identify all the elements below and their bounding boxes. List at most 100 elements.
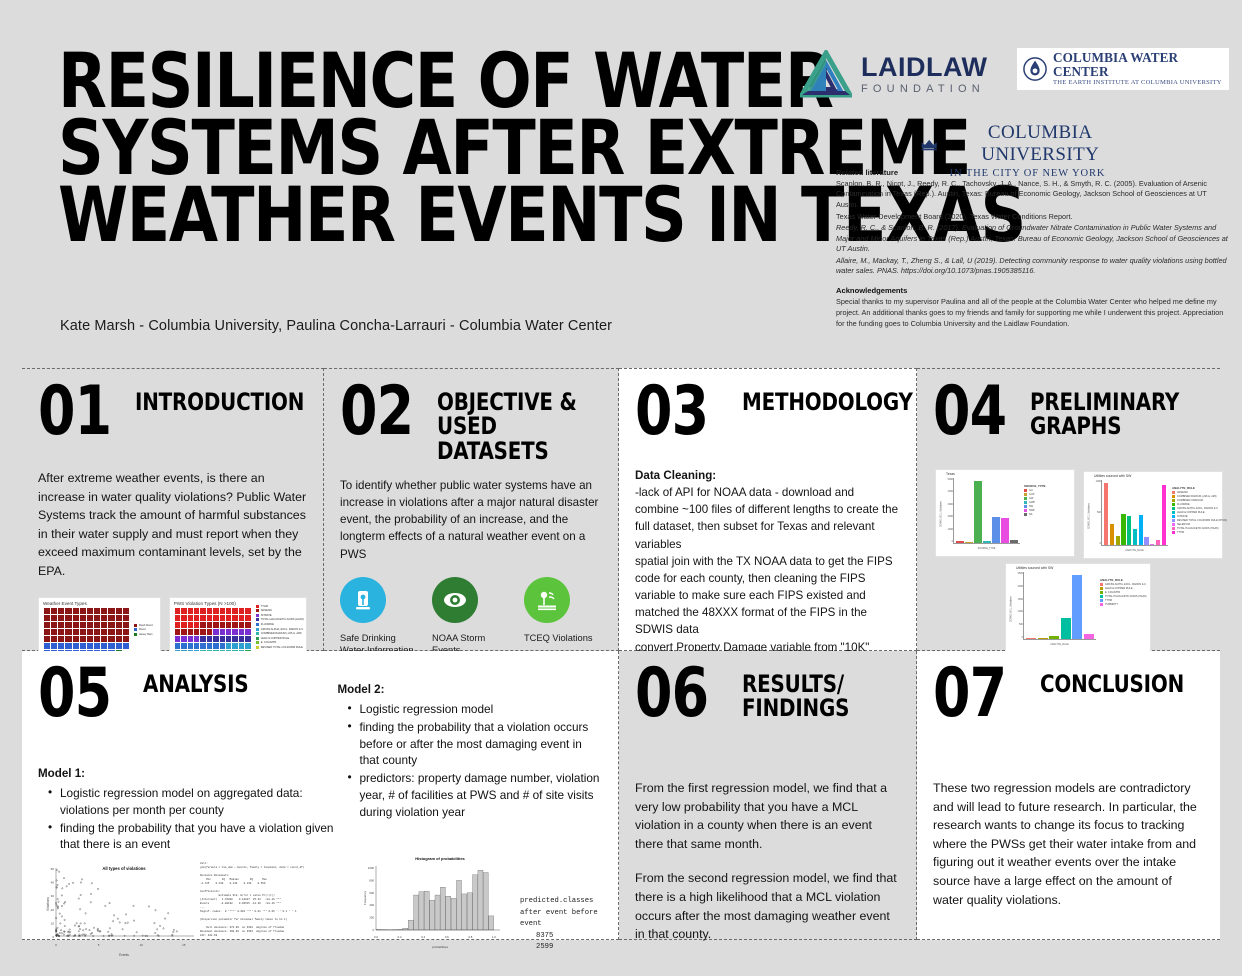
waffle-cell	[44, 629, 50, 635]
waffle-cell	[213, 629, 218, 635]
y-axis-label: Violations	[46, 897, 50, 911]
waffle-cell	[101, 622, 107, 628]
methodology-subheading: Data Cleaning:	[635, 467, 900, 484]
waffle-cell	[200, 615, 205, 621]
svg-text:10: 10	[51, 922, 55, 926]
section-header: 02 OBJECTIVE & USED DATASETS	[340, 383, 602, 455]
bar	[1144, 537, 1148, 545]
section-title: RESULTS/ FINDINGS	[742, 672, 887, 721]
waffle-cell	[87, 629, 93, 635]
waffle-cell	[232, 615, 237, 621]
waffle-cell	[245, 629, 250, 635]
list-item: Logistic regression model	[347, 701, 602, 718]
waffle-cell	[175, 615, 180, 621]
waffle-cell	[108, 629, 114, 635]
predicted-classes-val1: 8375	[536, 932, 553, 940]
section-number: 06	[635, 665, 708, 722]
cwc-wordmark: COLUMBIA WATER CENTER THE EARTH INSTITUT…	[1053, 51, 1223, 87]
acknowledgements-heading: Acknowledgements	[836, 286, 1228, 295]
bar	[1150, 544, 1154, 545]
waffle-cell	[101, 643, 107, 649]
storm-eye-icon	[432, 577, 478, 623]
waffle-cell	[220, 615, 225, 621]
figure-glm-summary: Call: glm(formula = Vio_dum ~ Events, fa…	[200, 862, 355, 970]
bar	[983, 541, 991, 543]
waffle-cell	[65, 622, 71, 628]
waffle-cell	[245, 622, 250, 628]
section-conclusion: 07 CONCLUSION These two regression model…	[917, 651, 1220, 940]
waffle-cell	[73, 608, 79, 614]
laidlaw-name: LAIDLAW	[861, 54, 987, 81]
y-axis-label: Frequency	[363, 891, 367, 906]
section-introduction: 01 INTRODUCTION After extreme weather ev…	[22, 368, 324, 651]
waffle-cell	[213, 615, 218, 621]
x-axis-label: SOURCE_TYPE	[953, 544, 1020, 550]
water-tap-icon	[340, 577, 386, 623]
waffle-cell	[181, 629, 186, 635]
waffle-cell	[101, 629, 107, 635]
bar	[1026, 638, 1036, 639]
model1-label: Model 1:	[38, 765, 337, 782]
waffle-cell	[175, 643, 180, 649]
cwc-name: COLUMBIA WATER CENTER	[1053, 51, 1223, 79]
waffle-cell	[232, 643, 237, 649]
waffle-cell	[87, 636, 93, 642]
figure-title: Histogram of probabilities	[415, 856, 465, 861]
waffle-cell	[51, 629, 57, 635]
section-header: 03 METHODOLOGY	[635, 383, 900, 455]
waffle-cell	[108, 608, 114, 614]
svg-text:30: 30	[51, 894, 55, 898]
section-title: PRELIMINARY GRAPHS	[1030, 390, 1190, 439]
section-analysis: 05 ANALYSIS Model 1: Logistic regression…	[22, 651, 619, 940]
waffle-cell	[94, 643, 100, 649]
cu-name: COLUMBIA UNIVERSITY	[945, 122, 1135, 166]
waffle-cell	[65, 615, 71, 621]
waffle-cell	[232, 622, 237, 628]
histogram-svg: Histogram of probabilities02004006008001…	[360, 850, 520, 968]
section-title: METHODOLOGY	[742, 390, 913, 414]
waffle-cell	[175, 636, 180, 642]
x-axis-label: ANALYTE_RULE	[1023, 640, 1096, 646]
waffle-cell	[194, 643, 199, 649]
waffle-cell	[101, 608, 107, 614]
bar	[1049, 636, 1059, 639]
bar	[1061, 618, 1071, 639]
waffle-cell	[181, 622, 186, 628]
svg-text:1000: 1000	[368, 866, 375, 870]
waffle-cell	[200, 622, 205, 628]
waffle-cell	[94, 615, 100, 621]
waffle-cell	[188, 608, 193, 614]
waffle-cell	[58, 629, 64, 635]
waffle-cell	[58, 636, 64, 642]
waffle-cell	[245, 636, 250, 642]
waffle-cell	[232, 608, 237, 614]
waffle-cell	[73, 615, 79, 621]
waffle-cell	[58, 615, 64, 621]
bar	[1116, 536, 1120, 545]
pollution-icon	[524, 577, 570, 623]
figure-title: All types of violations	[102, 866, 146, 871]
predicted-classes-col1: after event	[520, 909, 567, 917]
columbia-water-center-logo: COLUMBIA WATER CENTER THE EARTH INSTITUT…	[1017, 48, 1229, 90]
section-header: 07 CONCLUSION	[933, 665, 1204, 737]
waffle-cell	[80, 622, 86, 628]
water-drop-icon	[1023, 56, 1047, 82]
list-item: Logistic regression model on aggregated …	[48, 785, 337, 819]
waffle-cell	[245, 643, 250, 649]
waffle-cell	[80, 615, 86, 621]
related-literature: Related literature Scanlon, B. R., Nicot…	[836, 168, 1228, 278]
waffle-cell	[108, 643, 114, 649]
waffle-cell	[245, 608, 250, 614]
waffle-cell	[51, 615, 57, 621]
waffle-cell	[226, 615, 231, 621]
section-number: 07	[933, 665, 1006, 722]
section-number: 02	[340, 383, 413, 440]
waffle-cell	[188, 622, 193, 628]
waffle-cell	[101, 636, 107, 642]
reference-item: Texas Water Development Board (2020). Te…	[836, 212, 1228, 222]
waffle-cell	[123, 636, 129, 642]
svg-text:0: 0	[52, 935, 54, 939]
